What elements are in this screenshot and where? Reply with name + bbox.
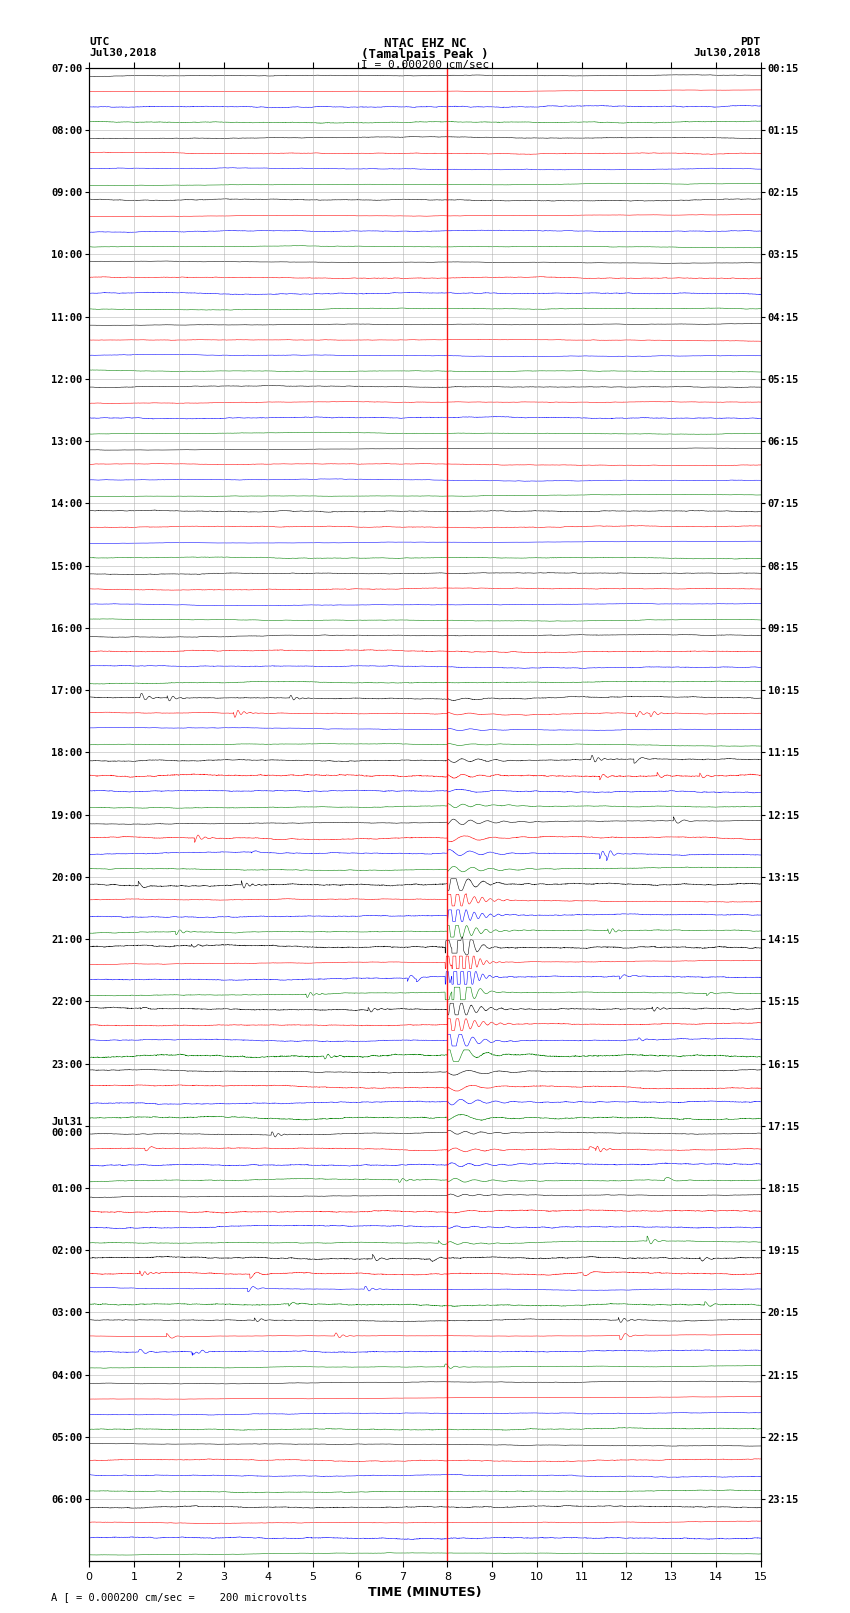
Text: A [ = 0.000200 cm/sec =    200 microvolts: A [ = 0.000200 cm/sec = 200 microvolts xyxy=(51,1592,307,1602)
Text: (Tamalpais Peak ): (Tamalpais Peak ) xyxy=(361,48,489,61)
Text: PDT: PDT xyxy=(740,37,761,47)
X-axis label: TIME (MINUTES): TIME (MINUTES) xyxy=(368,1586,482,1598)
Text: NTAC EHZ NC: NTAC EHZ NC xyxy=(383,37,467,50)
Text: UTC: UTC xyxy=(89,37,110,47)
Text: I = 0.000200 cm/sec: I = 0.000200 cm/sec xyxy=(361,60,489,69)
Text: Jul30,2018: Jul30,2018 xyxy=(694,48,761,58)
Text: Jul30,2018: Jul30,2018 xyxy=(89,48,156,58)
